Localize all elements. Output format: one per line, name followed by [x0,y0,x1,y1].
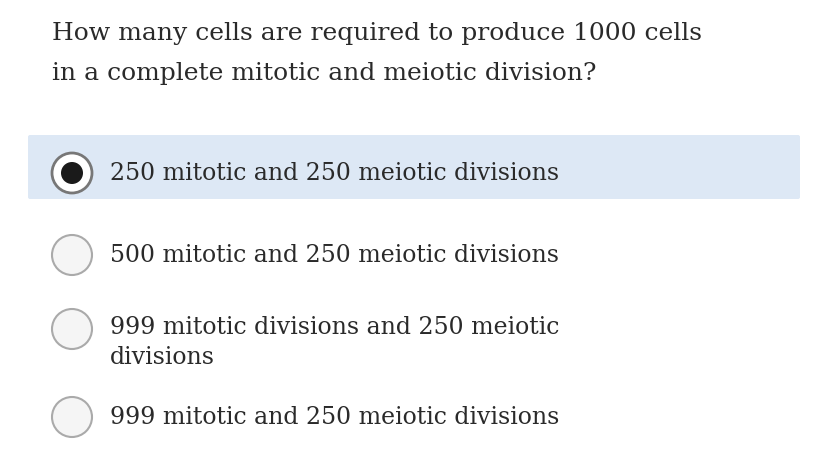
Text: 999 mitotic and 250 meiotic divisions: 999 mitotic and 250 meiotic divisions [110,405,559,429]
Ellipse shape [61,162,83,185]
Ellipse shape [52,309,92,349]
Text: in a complete mitotic and meiotic division?: in a complete mitotic and meiotic divisi… [52,62,595,85]
FancyBboxPatch shape [28,136,799,200]
Ellipse shape [52,236,92,275]
Text: 999 mitotic divisions and 250 meiotic: 999 mitotic divisions and 250 meiotic [110,315,559,338]
Text: divisions: divisions [110,345,215,368]
Text: How many cells are required to produce 1000 cells: How many cells are required to produce 1… [52,22,701,45]
Ellipse shape [52,154,92,193]
Text: 250 mitotic and 250 meiotic divisions: 250 mitotic and 250 meiotic divisions [110,162,558,185]
Ellipse shape [52,397,92,437]
Text: 500 mitotic and 250 meiotic divisions: 500 mitotic and 250 meiotic divisions [110,244,558,267]
